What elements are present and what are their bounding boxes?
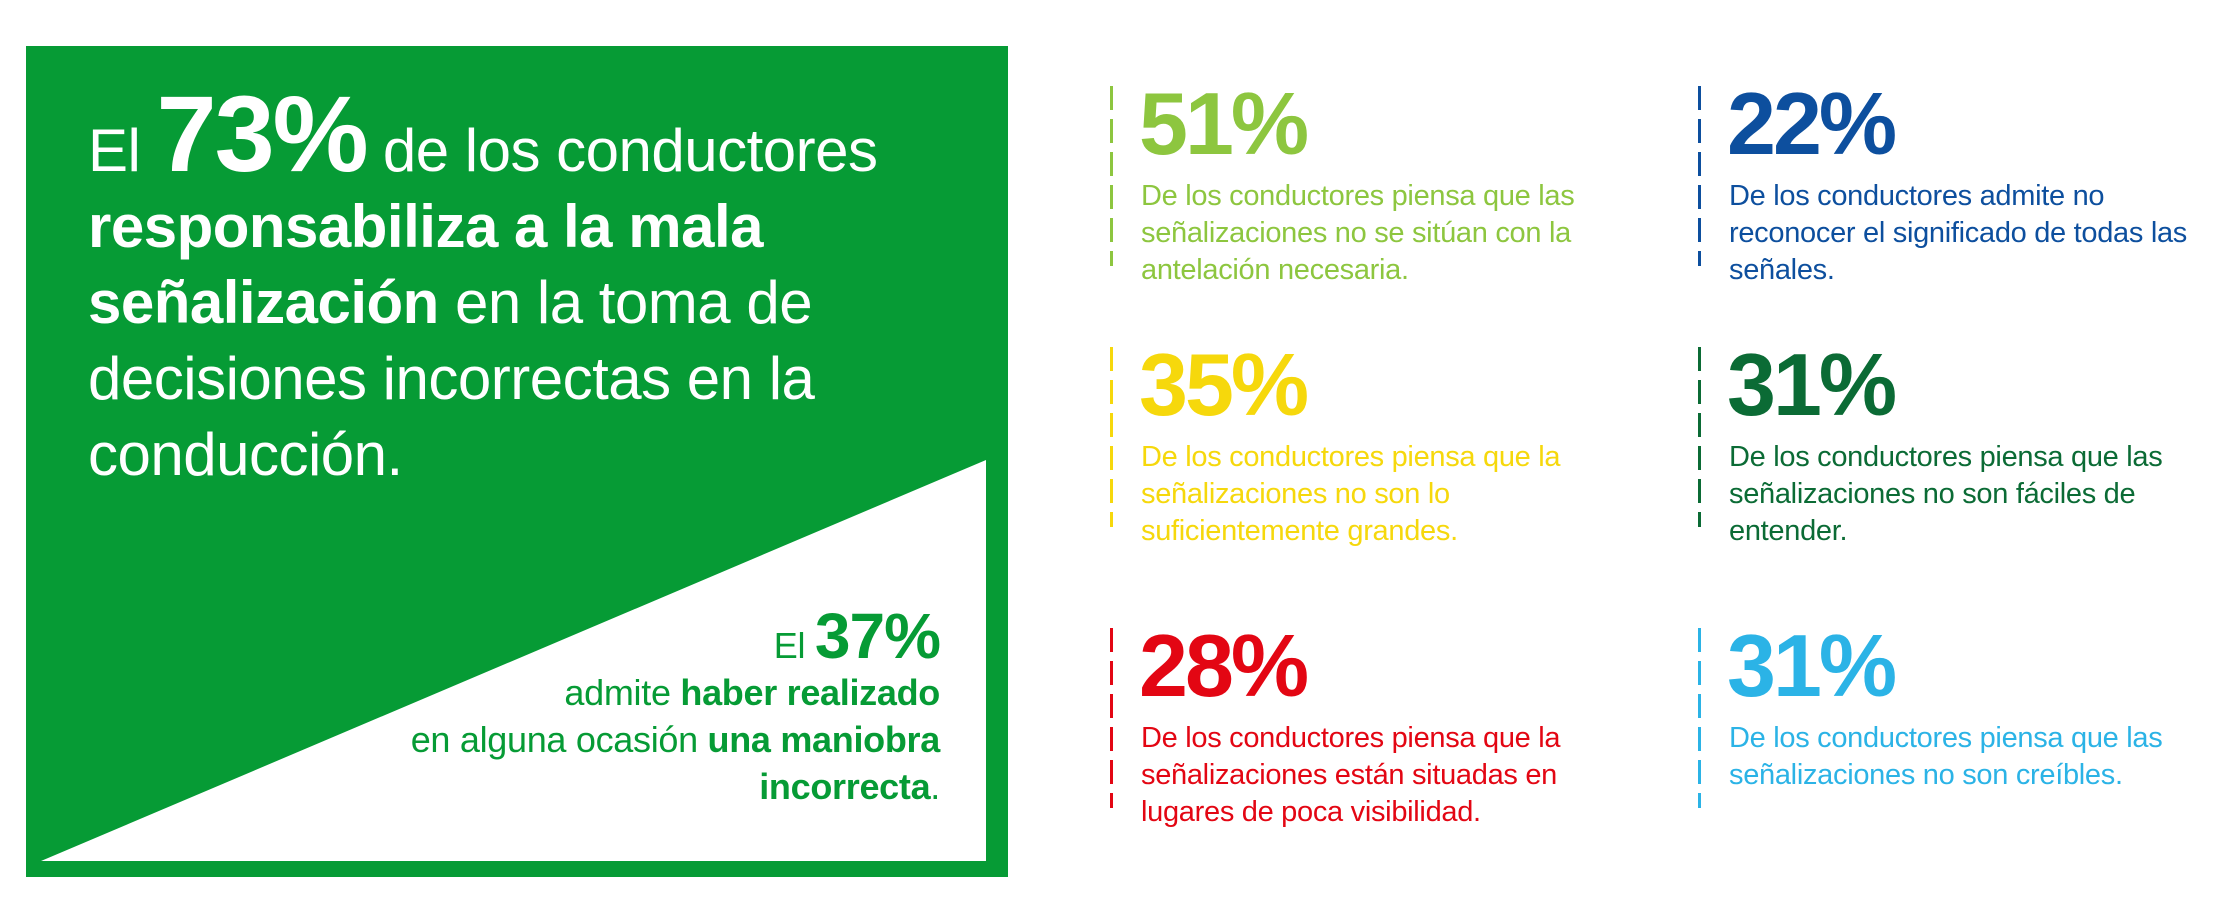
main-headline: El 73% de los conductores responsabiliza…: [88, 80, 988, 493]
stat-percent: 35%: [1139, 335, 1309, 434]
secondary-bold-2: una maniobra incorrecta: [707, 719, 941, 807]
stat-percent: 31%: [1727, 616, 1897, 715]
stat-percent: 28%: [1139, 616, 1309, 715]
white-triangle-shape: [41, 460, 986, 861]
dashed-divider: [1698, 86, 1701, 266]
dashed-divider: [1110, 86, 1113, 266]
stat-description: De los conductores piensa que las señali…: [1729, 441, 2163, 547]
stat-description: De los conductores piensa que la señaliz…: [1141, 441, 1561, 547]
secondary-end: .: [930, 766, 940, 807]
stat-description: De los conductores admite no reconocer e…: [1729, 180, 2188, 286]
main-stat-panel: El 73% de los conductores responsabiliza…: [26, 46, 1008, 877]
stat-percent: 22%: [1727, 74, 1897, 173]
headline-bold: responsabiliza a la mala señalización: [88, 193, 763, 336]
headline-el: El: [88, 117, 141, 184]
stat-description: De los conductores piensa que las señali…: [1141, 180, 1575, 286]
dashed-divider: [1110, 628, 1113, 808]
secondary-el: El: [773, 625, 806, 666]
headline-text-2: en la toma de decisiones incorrectas en …: [88, 269, 815, 488]
stat-percent: 51%: [1139, 74, 1309, 173]
secondary-text-2: en alguna ocasión: [410, 719, 698, 760]
dashed-divider: [1698, 347, 1701, 527]
stat-description: De los conductores piensa que las señali…: [1729, 722, 2163, 791]
secondary-percent: 37%: [814, 600, 941, 672]
secondary-bold-1: haber realizado: [680, 672, 940, 713]
secondary-text-1: admite: [564, 672, 671, 713]
secondary-stat: El 37% admite haber realizado en alguna …: [380, 604, 941, 810]
dashed-divider: [1698, 628, 1701, 808]
dashed-divider: [1110, 347, 1113, 527]
headline-text-1: de los conductores: [382, 117, 878, 184]
stat-description: De los conductores piensa que la señaliz…: [1141, 722, 1561, 828]
headline-percent: 73%: [156, 73, 369, 194]
stat-percent: 31%: [1727, 335, 1897, 434]
